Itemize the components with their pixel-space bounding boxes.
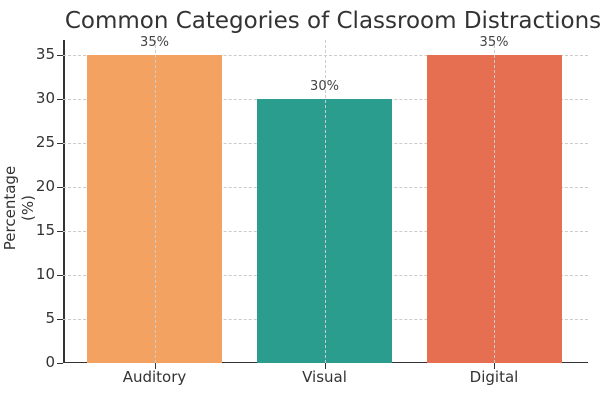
- y-tick: [57, 99, 63, 101]
- y-tick: [57, 275, 63, 277]
- y-axis-label: Percentage (%): [1, 165, 37, 251]
- gridline-vertical: [154, 40, 156, 363]
- x-tick: [154, 363, 156, 369]
- plot-area: 0 5 10 15 20 25 30 35 35% 30% 35%: [36, 35, 588, 371]
- chart-title: Common Categories of Classroom Distracti…: [64, 8, 600, 34]
- y-tick-label: 25: [35, 133, 55, 152]
- y-tick-label: 0: [45, 353, 55, 371]
- bar-value-label: 30%: [310, 79, 339, 95]
- y-tick-label: 20: [35, 177, 55, 196]
- y-tick-label: 10: [35, 265, 55, 284]
- y-tick: [57, 363, 63, 364]
- x-tick-label: Auditory: [122, 368, 187, 386]
- gridline-vertical: [494, 40, 495, 363]
- bar-value-label: 35%: [479, 35, 509, 51]
- y-tick-label: 15: [35, 221, 55, 240]
- gridline-vertical: [324, 40, 326, 363]
- y-tick: [57, 187, 63, 189]
- y-tick-label: 5: [45, 309, 55, 328]
- y-tick-label: 30: [35, 89, 55, 108]
- bar-value-label: 35%: [140, 35, 169, 51]
- x-tick-label: Visual: [302, 368, 347, 386]
- y-axis-line: [63, 40, 65, 363]
- y-tick: [57, 55, 63, 57]
- x-tick: [324, 363, 326, 369]
- y-tick: [57, 231, 63, 233]
- gridline-horizontal: [63, 55, 588, 57]
- y-tick-label: 35: [35, 45, 55, 64]
- y-tick: [57, 143, 63, 145]
- x-tick-label: Digital: [469, 368, 519, 386]
- y-tick: [57, 319, 63, 321]
- x-tick: [494, 363, 495, 369]
